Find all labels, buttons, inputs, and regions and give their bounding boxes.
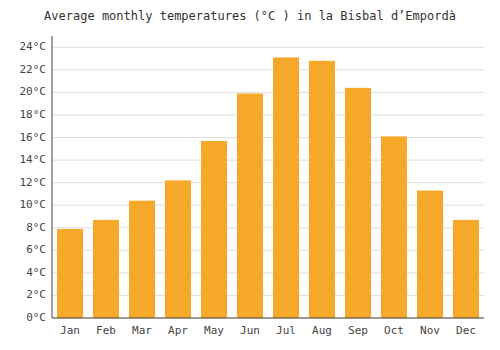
grid-line [52, 318, 484, 319]
x-tick-label: Jun [240, 324, 260, 337]
x-tick-label: Dec [456, 324, 476, 337]
bar [237, 94, 263, 318]
x-tick-label: Jul [276, 324, 296, 337]
grid-line [52, 137, 484, 138]
grid-line [52, 182, 484, 183]
grid-line [52, 92, 484, 93]
grid-line [52, 47, 484, 48]
x-tick-label: Oct [384, 324, 404, 337]
x-tick-label: May [204, 324, 224, 337]
y-tick-label: 8°C [26, 221, 46, 234]
bar [93, 220, 119, 318]
grid-line [52, 114, 484, 115]
bar [417, 191, 443, 318]
y-tick-label: 20°C [20, 85, 47, 98]
y-axis-line [52, 36, 53, 318]
chart: 0°C 2°C 4°C 6°C 8°C 10°C 12°C 14°C 16°C 18°C 20°C 2… [0, 0, 500, 350]
x-tick-label: Aug [312, 324, 332, 337]
y-axis: 0°C 2°C 4°C 6°C 8°C 10°C 12°C 14°C 16°C 18°C 20°C 2… [20, 40, 47, 324]
bar [309, 61, 335, 318]
bar [345, 88, 371, 318]
x-axis-line [52, 318, 484, 319]
y-tick-label: 2°C [26, 288, 46, 301]
bar [201, 141, 227, 318]
y-tick-label: 16°C [20, 131, 47, 144]
y-tick-label: 12°C [20, 176, 47, 189]
title: Average monthly temperatures (°C ) in la… [44, 9, 456, 23]
y-tick-label: 24°C [20, 40, 47, 53]
y-tick-label: 4°C [26, 266, 46, 279]
bar [57, 229, 83, 318]
y-tick-label: 18°C [20, 108, 47, 121]
grid [52, 47, 484, 318]
x-tick-label: Nov [420, 324, 440, 337]
y-tick-label: 0°C [26, 311, 46, 324]
x-tick-label: Mar [132, 324, 152, 337]
x-tick-label: Apr [168, 324, 188, 337]
y-tick-label: 14°C [20, 153, 47, 166]
y-tick-label: 6°C [26, 243, 46, 256]
y-tick-label: 22°C [20, 63, 47, 76]
bar [453, 220, 479, 318]
x-tick-label: Sep [348, 324, 368, 337]
x-tick-label: Feb [96, 324, 116, 337]
x-axis: Jan Feb Mar Apr May Jun Jul Aug Sep Oct Nov Dec [60, 324, 476, 337]
bar [381, 136, 407, 318]
x-tick-label: Jan [60, 324, 80, 337]
bar [273, 57, 299, 318]
grid-line [52, 69, 484, 70]
y-tick-label: 10°C [20, 198, 47, 211]
bar [129, 201, 155, 318]
bar [165, 180, 191, 318]
bars [57, 57, 479, 318]
grid-line [52, 160, 484, 161]
